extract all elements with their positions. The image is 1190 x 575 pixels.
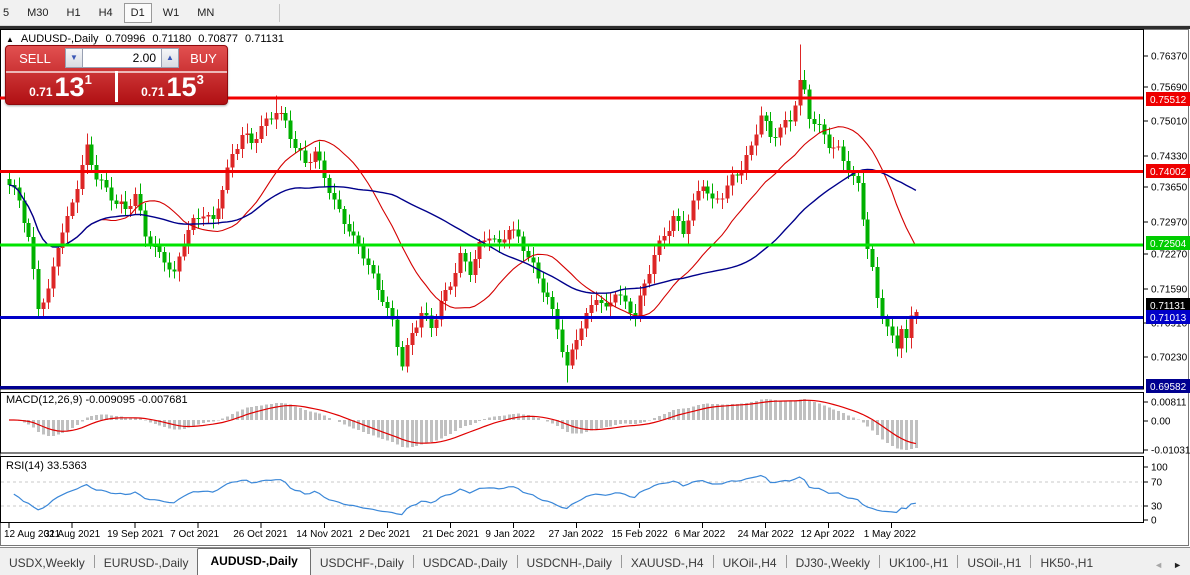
- price-axis-label: 0.72270: [1151, 250, 1188, 261]
- buy-button[interactable]: BUY: [190, 50, 217, 66]
- sell-price[interactable]: 0.71 13 1: [6, 71, 115, 102]
- rsi-axis-label: 100: [1151, 463, 1168, 474]
- tab-usoil-h1[interactable]: USOil-,H1: [967, 556, 1022, 570]
- price-badge: 0.69582: [1150, 382, 1187, 393]
- macd-axis-label: 0.00: [1151, 417, 1171, 428]
- tab-separator: [412, 555, 414, 568]
- buy-price-pipette: 3: [196, 72, 204, 87]
- tab-usdcad-daily[interactable]: USDCAD-,Daily: [422, 556, 508, 570]
- price-badge: 0.74002: [1150, 167, 1187, 178]
- date-axis-label: 24 Mar 2022: [738, 529, 795, 540]
- ohlc-high: 0.71180: [152, 33, 192, 45]
- price-axis-label: 0.70230: [1151, 353, 1188, 364]
- price-badge: 0.71013: [1150, 313, 1187, 324]
- tab-separator: [93, 555, 95, 568]
- ohlc-low: 0.70877: [198, 33, 239, 45]
- timeframe-m30[interactable]: M30: [27, 6, 49, 19]
- date-axis-label: 9 Jan 2022: [485, 529, 535, 540]
- tab-dj30-weekly[interactable]: DJ30-,Weekly: [795, 556, 871, 570]
- tab-usdx-weekly[interactable]: USDX,Weekly: [9, 556, 85, 570]
- tab-separator: [712, 555, 714, 568]
- chart-tab-bar: USDX,Weekly EURUSD-,Daily AUDUSD-,Daily USD…: [0, 547, 1190, 575]
- date-axis-label: 21 Dec 2021: [422, 529, 479, 540]
- collapse-triangle-icon[interactable]: ▲: [6, 34, 14, 44]
- date-axis-label: 31 Aug 2021: [44, 529, 101, 540]
- volume-increase-icon[interactable]: ▲: [161, 48, 179, 68]
- tab-hk50-h1[interactable]: HK50-,H1: [1040, 556, 1094, 570]
- tab-audusd-daily[interactable]: AUDUSD-,Daily: [197, 548, 311, 575]
- tab-usdchf-daily[interactable]: USDCHF-,Daily: [319, 556, 404, 570]
- date-axis-label: 6 Mar 2022: [675, 529, 726, 540]
- timeframe-5[interactable]: 5: [3, 6, 10, 19]
- tab-separator: [957, 555, 959, 568]
- volume-spinner: ▼ 2.00 ▲: [65, 48, 179, 68]
- buy-price[interactable]: 0.71 15 3: [118, 71, 227, 102]
- timeframe-w1[interactable]: W1: [162, 6, 180, 19]
- tab-uk100-h1[interactable]: UK100-,H1: [889, 556, 949, 570]
- date-axis-label: 12 Aug 2021: [4, 529, 61, 540]
- price-axis-label: 0.74330: [1151, 152, 1188, 163]
- timeframe-h4[interactable]: H4: [98, 6, 113, 19]
- ohlc-close: 0.71131: [245, 33, 284, 45]
- price-axis-label: 0.76370: [1151, 52, 1188, 63]
- rsi-axis-label: 70: [1151, 478, 1163, 489]
- macd-axis-label: -0.01031: [1151, 446, 1190, 457]
- price-badge: 0.75512: [1150, 95, 1187, 106]
- volume-decrease-icon[interactable]: ▼: [65, 48, 83, 68]
- tabs-scroll-right-icon[interactable]: ►: [1173, 560, 1182, 570]
- toolbar-separator: [279, 3, 281, 22]
- date-axis-label: 7 Oct 2021: [170, 529, 219, 540]
- rsi-label: RSI(14) 33.5363: [6, 460, 87, 472]
- timeframe-d1[interactable]: D1: [123, 2, 152, 23]
- tab-eurusd-daily[interactable]: EURUSD-,Daily: [103, 556, 189, 570]
- price-divider: [115, 71, 118, 102]
- timeframe-mn[interactable]: MN: [197, 6, 215, 19]
- macd-axis-label: 0.00811: [1151, 398, 1187, 409]
- tab-xauusd-h4[interactable]: XAUUSD-,H4: [630, 556, 704, 570]
- tab-separator: [1030, 555, 1032, 568]
- sell-price-pips: 13: [54, 72, 85, 102]
- date-axis-label: 27 Jan 2022: [548, 529, 603, 540]
- date-axis-label: 19 Sep 2021: [107, 529, 164, 540]
- tabs-scroll-left-icon[interactable]: ◄: [1154, 560, 1164, 570]
- date-axis-label: 2 Dec 2021: [359, 529, 411, 540]
- price-axis-label: 0.72970: [1151, 218, 1188, 229]
- sell-price-base: 0.71: [29, 85, 53, 99]
- price-badge: 0.71131: [1150, 301, 1186, 312]
- tab-separator: [620, 555, 622, 568]
- tab-separator: [879, 555, 881, 568]
- date-axis-label: 1 May 2022: [864, 529, 917, 540]
- sell-price-pipette: 1: [84, 72, 92, 87]
- timeframe-toolbar: 5 M30 H1 H4 D1 W1 MN: [0, 0, 1190, 26]
- price-axis-label: 0.75690: [1151, 83, 1188, 94]
- tab-ukoil-h4[interactable]: UKOil-,H4: [722, 556, 777, 570]
- date-axis-label: 26 Oct 2021: [233, 529, 288, 540]
- tab-separator: [516, 555, 518, 568]
- sell-button[interactable]: SELL: [19, 50, 51, 66]
- date-axis-label: 14 Nov 2021: [296, 529, 353, 540]
- buy-price-base: 0.71: [141, 85, 165, 99]
- buy-price-pips: 15: [166, 72, 197, 102]
- one-click-trade-widget: SELL ▼ 2.00 ▲ BUY 0.71 13 1 0.71 15 3: [5, 45, 228, 105]
- tab-separator: [785, 555, 787, 568]
- price-badge: 0.72504: [1150, 239, 1187, 250]
- ohlc-open: 0.70996: [105, 33, 146, 45]
- rsi-axis-label: 30: [1151, 502, 1163, 513]
- price-axis-label: 0.71590: [1151, 285, 1188, 296]
- date-axis-label: 12 Apr 2022: [801, 529, 855, 540]
- chart-title: ▲ AUDUSD-,Daily 0.70996 0.71180 0.70877 …: [6, 33, 284, 45]
- volume-field[interactable]: 2.00: [83, 48, 161, 68]
- chart-window-top-border: [0, 26, 1190, 29]
- chart-symbol-label: AUDUSD-,Daily: [20, 33, 99, 45]
- price-axis-label: 0.73650: [1151, 183, 1188, 194]
- date-axis-label: 15 Feb 2022: [612, 529, 669, 540]
- timeframe-h1[interactable]: H1: [66, 6, 81, 19]
- macd-label: MACD(12,26,9) -0.009095 -0.007681: [6, 394, 188, 406]
- price-axis-label: 0.75010: [1151, 117, 1188, 128]
- rsi-axis-label: 0: [1151, 516, 1157, 527]
- tab-usdcnh-daily[interactable]: USDCNH-,Daily: [526, 556, 612, 570]
